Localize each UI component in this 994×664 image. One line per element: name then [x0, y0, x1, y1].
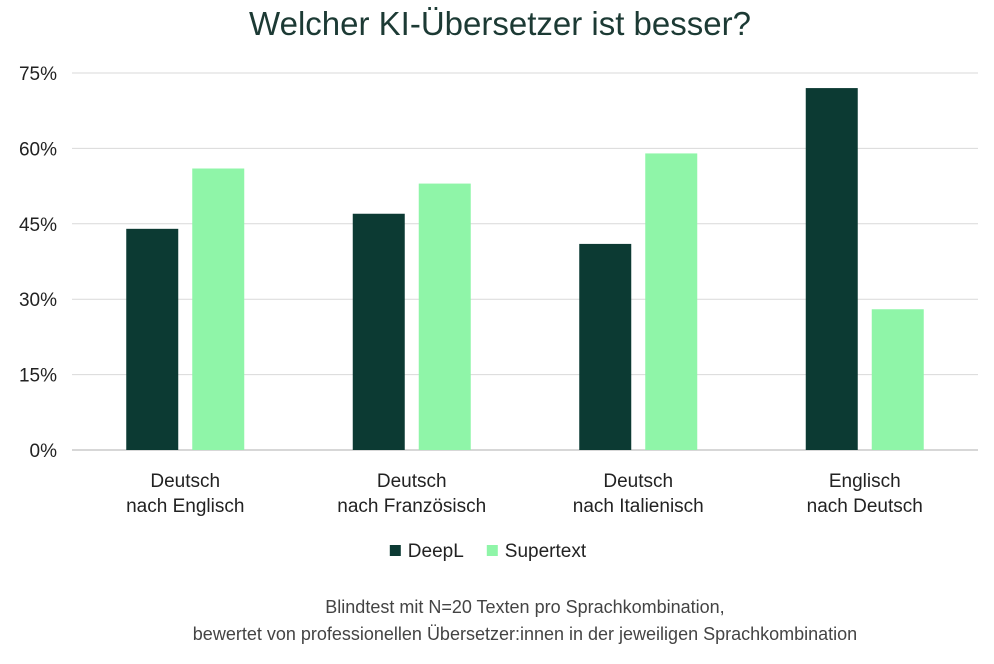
legend-swatch-supertext — [486, 545, 498, 556]
legend-label-supertext: Supertext — [505, 541, 587, 562]
bar-deepl-1 — [126, 228, 179, 450]
y-tick-label: 15% — [19, 366, 57, 387]
bar-supertext-4 — [871, 309, 924, 450]
footnote-line: bewertet von professionellen Übersetzer:… — [193, 624, 857, 644]
bar-deepl-2 — [352, 213, 405, 450]
chart-title: Welcher KI-Übersetzer ist besser? — [249, 5, 751, 42]
x-axis-categories: Deutsch nach Englisch Deutsch nach Französi… — [126, 471, 923, 517]
bar-deepl-3 — [579, 243, 632, 450]
footnote: Blindtest mit N=20 Texten pro Sprachkomb… — [193, 597, 857, 644]
bar-supertext-2 — [418, 183, 471, 450]
bar-supertext-1 — [192, 168, 245, 451]
y-axis-ticks: 0% 15% 30% 45% 60% 75% — [19, 64, 57, 462]
x-category-label: Deutsch — [377, 471, 447, 492]
y-tick-label: 30% — [19, 290, 57, 311]
legend: DeepL Supertext — [389, 541, 587, 562]
y-tick-label: 0% — [30, 441, 58, 462]
bar-deepl-4 — [805, 88, 858, 450]
y-tick-label: 45% — [19, 215, 57, 236]
footnote-line: Blindtest mit N=20 Texten pro Sprachkomb… — [325, 597, 724, 617]
x-category-label: nach Italienisch — [573, 496, 704, 517]
x-category-label: nach Englisch — [126, 496, 244, 517]
y-tick-label: 60% — [19, 139, 57, 160]
x-category-label: nach Deutsch — [807, 496, 923, 517]
bar-supertext-3 — [645, 153, 698, 450]
x-category-label: Englisch — [829, 471, 901, 492]
legend-label-deepl: DeepL — [408, 541, 464, 562]
legend-swatch-deepl — [389, 545, 401, 556]
y-tick-label: 75% — [19, 64, 57, 85]
x-category-label: Deutsch — [603, 471, 673, 492]
bars — [126, 88, 924, 451]
x-category-label: nach Französisch — [337, 496, 486, 517]
x-category-label: Deutsch — [150, 471, 220, 492]
